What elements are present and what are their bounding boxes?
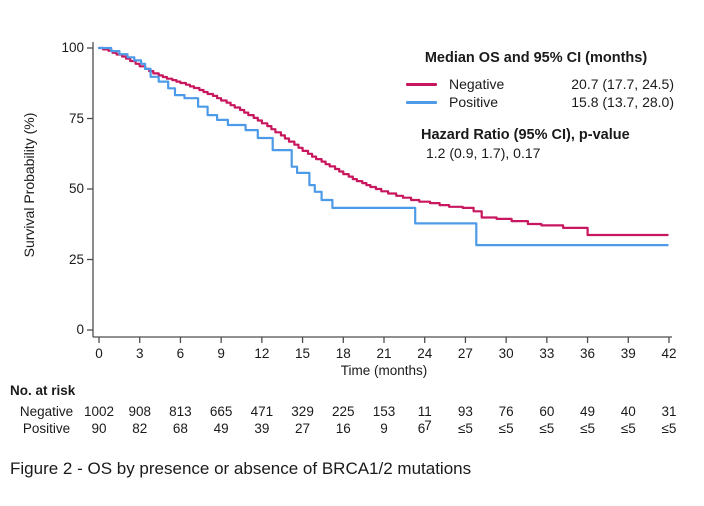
x-tick-label: 0 (95, 346, 103, 361)
risk-cell: 16 (335, 421, 351, 436)
x-tick-label: 39 (620, 346, 636, 361)
x-tick-label: 3 (135, 346, 144, 361)
y-tick-label: 25 (68, 251, 84, 267)
risk-cell: 1002 (83, 404, 115, 419)
risk-cell: 67 (403, 418, 447, 436)
legend-row-negative: Negative 20.7 (17.7, 24.5) (398, 75, 674, 93)
risk-cell: 68 (172, 421, 188, 436)
x-axis-label: Time (months) (340, 363, 428, 378)
x-tick-label: 21 (376, 346, 392, 361)
risk-table-header: No. at risk (10, 383, 76, 398)
risk-cell-main: 6 (417, 421, 426, 436)
risk-cell: 813 (169, 404, 192, 419)
positive-survival-curve (97, 46, 669, 247)
x-tick-label: 15 (295, 346, 311, 361)
risk-cell: 225 (332, 404, 355, 419)
legend-label-negative: Negative (449, 76, 505, 92)
risk-cell: 40 (620, 404, 636, 419)
risk-cell: ≤5 (457, 421, 473, 436)
risk-row-label-positive: Positive (22, 421, 71, 436)
x-tick-label: 36 (580, 346, 596, 361)
x-tick-label: 42 (661, 346, 677, 361)
x-tick-label: 6 (176, 346, 185, 361)
risk-cell: 49 (580, 404, 596, 419)
legend-title: Median OS and 95% CI (months) (424, 50, 648, 66)
x-tick-label: 24 (417, 346, 433, 361)
legend-value-negative: 20.7 (17.7, 24.5) (571, 76, 674, 92)
risk-cell: ≤5 (539, 421, 555, 436)
risk-cell: ≤5 (498, 421, 514, 436)
y-tick-label: 50 (68, 181, 84, 196)
legend: Median OS and 95% CI (months) Negative 2… (398, 50, 674, 161)
x-tick-label: 9 (217, 346, 225, 361)
risk-cell: 93 (457, 404, 473, 419)
negative-line-swatch (406, 82, 437, 86)
x-tick-label: 30 (498, 346, 514, 361)
risk-cell: 39 (254, 421, 270, 436)
y-axis-label: Survival Probability (%) (21, 112, 37, 258)
risk-cell: 27 (295, 421, 311, 436)
risk-cell: 329 (291, 404, 314, 419)
y-tick-label: 100 (61, 40, 84, 55)
risk-cell: 908 (128, 404, 151, 419)
x-tick-label: 27 (457, 346, 473, 361)
legend-rows: Negative 20.7 (17.7, 24.5) Positive 15.8… (398, 75, 674, 111)
legend-value-positive: 15.8 (13.7, 28.0) (571, 94, 674, 110)
risk-cell: 11 (417, 404, 432, 419)
risk-cell: 9 (380, 421, 388, 436)
risk-cell: ≤5 (620, 421, 636, 436)
risk-cell: 665 (209, 404, 233, 419)
risk-cell: 153 (372, 404, 396, 419)
y-tick-label: 0 (76, 322, 84, 337)
x-tick-label: 33 (539, 346, 555, 361)
negative-survival-curve (97, 46, 669, 237)
x-tick-label: 18 (335, 346, 351, 361)
legend-label-positive: Positive (449, 94, 499, 110)
risk-cell: 76 (498, 404, 514, 419)
risk-cell: 60 (539, 404, 555, 419)
x-tick-label: 12 (254, 346, 270, 361)
legend-row-positive: Positive 15.8 (13.7, 28.0) (398, 93, 674, 111)
risk-cell: ≤5 (580, 421, 596, 436)
y-tick-label: 75 (68, 110, 84, 126)
risk-cell: 90 (91, 421, 107, 436)
risk-cell: ≤5 (661, 421, 677, 436)
hazard-ratio-value: 1.2 (0.9, 1.7), 0.17 (426, 145, 541, 161)
risk-cell: 82 (132, 421, 148, 436)
risk-cell-sup: 7 (424, 418, 432, 433)
risk-row-label-negative: Negative (19, 404, 74, 419)
figure-caption: Figure 2 - OS by presence or absence of … (10, 459, 472, 478)
hazard-ratio-title: Hazard Ratio (95% CI), p-value (421, 127, 630, 143)
risk-cell: 49 (213, 421, 229, 436)
risk-cell: 471 (250, 404, 274, 419)
risk-cell: 31 (661, 404, 677, 419)
positive-line-swatch (406, 100, 437, 104)
